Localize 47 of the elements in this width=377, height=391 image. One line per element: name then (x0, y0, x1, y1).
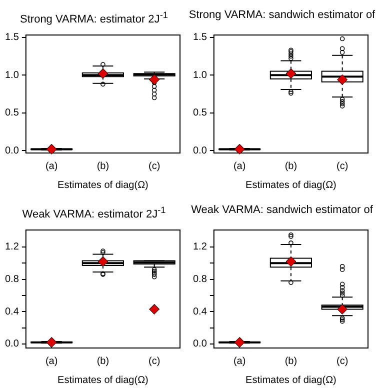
point (98, 256, 108, 267)
point (234, 144, 245, 154)
point (149, 74, 160, 85)
y-tick-label: 0.5 (4, 108, 20, 119)
y-tick-label: 1.5 (192, 32, 208, 44)
x-tick-label: (b) (96, 160, 110, 172)
x-tick-label: (c) (148, 160, 160, 172)
x-tick-label: (b) (96, 356, 110, 367)
x-axis-title: Estimates of diag(Ω) (58, 180, 148, 191)
y-tick-label: 1.2 (4, 242, 20, 253)
y-tick-label: 0.4 (192, 306, 208, 318)
point (46, 144, 57, 154)
y-tick-label: 0.0 (4, 145, 20, 156)
x-tick-label: (b) (284, 356, 298, 367)
x-tick-label: (a) (45, 356, 58, 367)
point (149, 304, 160, 314)
y-tick-label: 0.8 (192, 274, 208, 286)
y-tick-label: 0.5 (192, 108, 208, 119)
point (46, 337, 57, 348)
chart-title: Weak VARMA: estimator 2J$^{-1}$ (21, 204, 167, 221)
x-axis-title: Estimates of diag(Ω) (246, 374, 336, 386)
x-tick-label: (c) (336, 160, 348, 172)
y-tick-label: 0.0 (4, 338, 20, 350)
point (98, 68, 108, 79)
x-axis-title: Estimates of diag(Ω) (58, 374, 148, 386)
y-tick-label: 0.0 (192, 145, 208, 156)
chart-title: Strong VARMA: sandwich estimator of (188, 8, 376, 23)
point (286, 68, 296, 79)
y-tick-label: 0.0 (192, 338, 208, 350)
chart-title: Weak VARMA: sandwich estimator of (190, 203, 374, 218)
x-tick-label: (c) (148, 356, 160, 367)
y-tick-label: 0.8 (4, 274, 20, 286)
chart-title: Strong VARMA: estimator 2J$^{-1}$ (19, 9, 169, 26)
x-tick-label: (a) (233, 160, 246, 172)
point (286, 256, 296, 267)
x-axis-title: Estimates of diag(Ω) (246, 180, 336, 191)
y-tick-label: 1.0 (4, 70, 20, 81)
y-tick-label: 1.2 (192, 242, 208, 253)
y-tick-label: 0.4 (4, 306, 20, 318)
point (337, 304, 348, 314)
point (234, 337, 245, 348)
x-tick-label: (a) (45, 160, 58, 172)
y-tick-label: 1.5 (4, 32, 20, 44)
x-tick-label: (c) (336, 356, 348, 367)
x-tick-label: (a) (233, 356, 246, 367)
y-tick-label: 1.0 (192, 70, 208, 81)
x-tick-label: (b) (284, 160, 298, 172)
